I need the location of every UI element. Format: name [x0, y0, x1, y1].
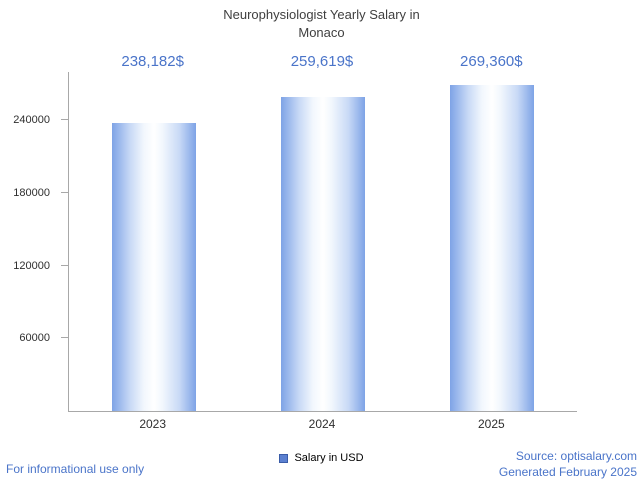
x-labels-row: 2023 2024 2025 [68, 417, 576, 431]
bar-2024[interactable] [280, 96, 365, 411]
legend-label: Salary in USD [294, 452, 364, 464]
bar-value-label: 238,182$ [121, 53, 184, 70]
x-axis-label: 2025 [477, 417, 505, 431]
source-link[interactable]: Source: optisalary.com [515, 448, 637, 463]
source-info: Source: optisalary.com Generated Februar… [499, 448, 637, 480]
legend[interactable]: Salary in USD [0, 452, 643, 464]
bar-slot [408, 72, 577, 411]
bar-slot [238, 72, 407, 411]
y-tick-mark [61, 264, 68, 266]
legend-swatch-icon [279, 453, 289, 463]
bar-2023[interactable] [111, 122, 196, 411]
y-tick-mark [61, 337, 68, 339]
plot-area [61, 72, 577, 412]
y-tick-mark [61, 119, 68, 121]
y-tick-label: 180000 [13, 187, 50, 200]
chart-title: Neurophysiologist Yearly Salary in Monac… [223, 7, 420, 40]
y-tick-label: 240000 [13, 114, 50, 127]
y-tick-label: 120000 [13, 259, 50, 272]
bar-value-label: 269,360$ [460, 53, 523, 70]
bar-2025[interactable] [450, 84, 535, 411]
y-tick-labels: 60000 120000 180000 240000 [0, 72, 60, 411]
y-tick-mark [61, 192, 68, 194]
value-labels-row: 238,182$ 259,619$ 269,360$ [68, 53, 576, 70]
disclaimer-text: For informational use only [6, 462, 145, 476]
bar-slot [69, 72, 238, 411]
bars-container [69, 72, 577, 411]
bar-value-label: 259,619$ [290, 53, 354, 70]
y-tick-label: 60000 [19, 332, 50, 345]
generated-date: Generated February 2025 [498, 464, 637, 479]
x-axis-label: 2024 [308, 417, 336, 431]
x-axis-label: 2023 [139, 417, 167, 431]
